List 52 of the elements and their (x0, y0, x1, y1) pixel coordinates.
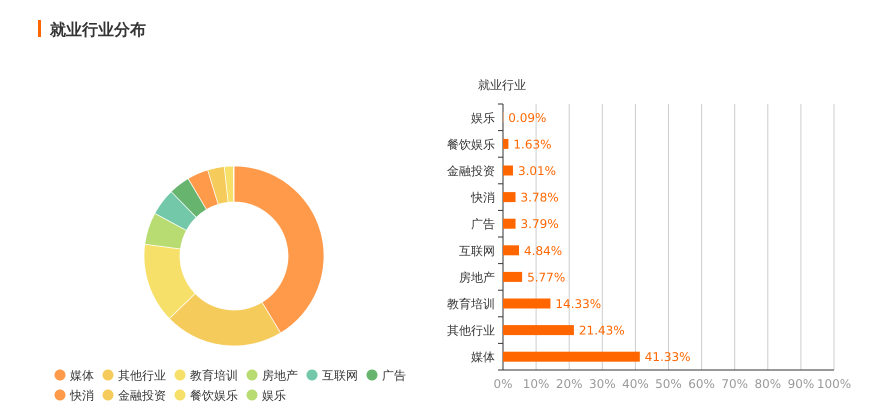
legend-label: 房地产 (262, 368, 298, 382)
x-tick-label: 10% (522, 377, 550, 391)
x-tick-label: 90% (788, 377, 814, 391)
x-tick-label: 100% (816, 377, 852, 391)
data-label: 5.77% (527, 270, 566, 284)
legend-label: 教育培训 (190, 368, 238, 382)
y-tick-label: 教育培训 (447, 297, 495, 311)
data-label: 4.84% (524, 244, 562, 258)
x-tick-label: 70% (721, 377, 748, 391)
legend-label: 其他行业 (118, 368, 166, 382)
data-label: 3.79% (520, 217, 559, 232)
data-label: 1.63% (513, 137, 552, 152)
bar (503, 272, 522, 282)
legend-label: 娱乐 (262, 388, 286, 402)
x-tick-label: 50% (655, 377, 682, 391)
x-tick-label: 30% (588, 377, 616, 391)
data-label: 3.78% (520, 190, 559, 205)
x-tick-label: 80% (754, 377, 782, 391)
data-label: 41.33% (644, 350, 691, 364)
legend-label: 媒体 (70, 368, 94, 382)
x-tick-label: 40% (622, 377, 649, 391)
x-tick-label: 0% (493, 377, 513, 391)
y-tick-label: 广告 (471, 217, 495, 232)
data-label: 3.01% (518, 164, 556, 178)
legend-label: 广告 (382, 368, 406, 382)
y-tick-label: 媒体 (471, 350, 495, 364)
bar (503, 245, 520, 256)
y-tick-label: 互联网 (459, 244, 495, 258)
y-tick-label: 餐饮娱乐 (447, 137, 495, 152)
data-label: 14.33% (555, 297, 602, 311)
y-tick-label: 其他行业 (447, 324, 495, 338)
bar (503, 166, 513, 176)
bar (503, 192, 516, 202)
legend-label: 餐饮娱乐 (190, 388, 238, 402)
data-label: 0.09% (508, 110, 546, 125)
y-tick-label: 娱乐 (471, 110, 495, 125)
bar (503, 352, 640, 362)
bar (503, 218, 516, 229)
legend-label: 互联网 (322, 368, 358, 382)
y-axis-title: 就业行业 (478, 78, 526, 92)
x-tick-label: 20% (556, 377, 583, 391)
bar (503, 298, 550, 308)
x-tick-label: 60% (688, 377, 715, 391)
legend-label: 快消 (69, 388, 94, 402)
y-tick-label: 房地产 (459, 270, 495, 284)
y-tick-label: 金融投资 (447, 164, 495, 178)
chart-title: 就业行业分布 (49, 20, 146, 39)
data-label: 21.43% (578, 324, 625, 338)
bar (503, 138, 508, 149)
bar (503, 325, 574, 336)
y-tick-label: 快消 (470, 190, 495, 205)
legend-label: 金融投资 (118, 388, 166, 402)
